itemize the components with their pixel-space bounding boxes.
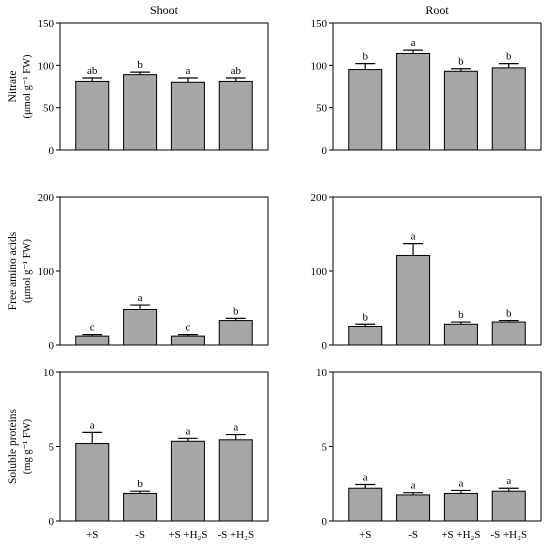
- y-tick-label: 100: [38, 266, 55, 278]
- y-axis-unit: (mg g⁻¹ FW): [22, 418, 33, 474]
- x-tick-label: +S +H₂S: [168, 529, 207, 541]
- significance-letter: b: [458, 56, 464, 68]
- bar-0-2: [170, 81, 205, 151]
- bar-3-2: [443, 323, 478, 346]
- bar-0-1: [123, 74, 158, 151]
- significance-letter: a: [506, 475, 511, 487]
- y-tick-label: 5: [49, 442, 55, 454]
- x-tick-label: +S +H₂S: [441, 529, 480, 541]
- bar-0-0: [75, 80, 110, 151]
- significance-letter: a: [411, 480, 416, 492]
- y-tick-label: 200: [311, 192, 328, 204]
- y-axis-label: Soluble proteins: [7, 408, 19, 484]
- significance-letter: a: [458, 477, 463, 489]
- y-tick-label: 10: [316, 367, 328, 379]
- significance-letter: c: [185, 322, 190, 334]
- significance-letter: a: [138, 292, 143, 304]
- significance-letter: b: [458, 309, 464, 321]
- significance-letter: b: [362, 51, 368, 63]
- y-tick-label: 0: [322, 340, 328, 352]
- significance-letter: a: [185, 65, 190, 77]
- bar-1-2: [443, 70, 478, 151]
- y-tick-label: 200: [38, 192, 55, 204]
- bar-5-3: [491, 490, 526, 522]
- bar-1-1: [396, 52, 431, 151]
- bar-1-3: [491, 67, 526, 151]
- significance-letter: c: [90, 322, 95, 334]
- plot-frame-0: [59, 22, 269, 151]
- bar-4-1: [123, 492, 158, 522]
- bar-4-3: [218, 439, 253, 522]
- bar-2-0: [75, 335, 110, 346]
- x-tick-label: +S: [359, 529, 371, 541]
- significance-letter: a: [363, 471, 368, 483]
- y-tick-label: 10: [43, 367, 55, 379]
- bar-5-0: [348, 487, 383, 522]
- bar-3-0: [348, 326, 383, 346]
- bar-1-0: [348, 69, 383, 151]
- significance-letter: ab: [231, 65, 242, 77]
- y-tick-label: 150: [311, 18, 328, 30]
- bar-2-3: [218, 320, 253, 346]
- significance-letter: a: [411, 37, 416, 49]
- bar-4-2: [170, 440, 205, 522]
- x-tick-label: +S: [86, 529, 98, 541]
- y-axis-unit: (μmol g⁻¹ FW): [22, 54, 33, 118]
- significance-letter: b: [233, 305, 239, 317]
- y-axis-unit: (μmol g⁻¹ FW): [22, 239, 33, 303]
- y-tick-label: 100: [38, 60, 55, 72]
- y-tick-label: 100: [311, 60, 328, 72]
- bar-4-0: [75, 443, 110, 522]
- y-tick-label: 5: [322, 442, 328, 454]
- bar-2-2: [170, 335, 205, 346]
- y-axis-label: Nitrate: [7, 71, 19, 103]
- significance-letter: b: [506, 308, 512, 320]
- y-tick-label: 50: [316, 103, 328, 115]
- plot-frame-1: [332, 22, 542, 151]
- y-tick-label: 150: [38, 18, 55, 30]
- x-tick-label: -S +H₂S: [217, 529, 254, 541]
- y-tick-label: 50: [43, 103, 55, 115]
- y-tick-label: 0: [322, 145, 328, 157]
- bar-3-1: [396, 254, 431, 346]
- panel-title: Root: [425, 3, 449, 17]
- x-tick-label: -S: [408, 529, 418, 541]
- significance-letter: b: [362, 311, 368, 323]
- y-tick-label: 100: [311, 266, 328, 278]
- x-tick-label: -S: [135, 529, 145, 541]
- y-axis-label: Free amino acids: [7, 231, 19, 310]
- significance-letter: a: [90, 419, 95, 431]
- panel-title: Shoot: [150, 3, 179, 17]
- y-tick-label: 0: [322, 516, 328, 528]
- bar-0-3: [218, 80, 253, 151]
- bar-3-3: [491, 321, 526, 346]
- significance-letter: ab: [87, 65, 98, 77]
- significance-letter: b: [137, 59, 143, 71]
- x-tick-label: -S +H₂S: [490, 529, 527, 541]
- bar-5-2: [443, 492, 478, 522]
- significance-letter: a: [233, 422, 238, 434]
- significance-letter: b: [506, 51, 512, 63]
- y-tick-label: 0: [49, 145, 55, 157]
- y-tick-label: 0: [49, 340, 55, 352]
- significance-letter: a: [185, 425, 190, 437]
- significance-letter: b: [137, 478, 143, 490]
- y-tick-label: 0: [49, 516, 55, 528]
- bar-2-1: [123, 308, 158, 346]
- bar-5-1: [396, 494, 431, 522]
- significance-letter: a: [411, 231, 416, 243]
